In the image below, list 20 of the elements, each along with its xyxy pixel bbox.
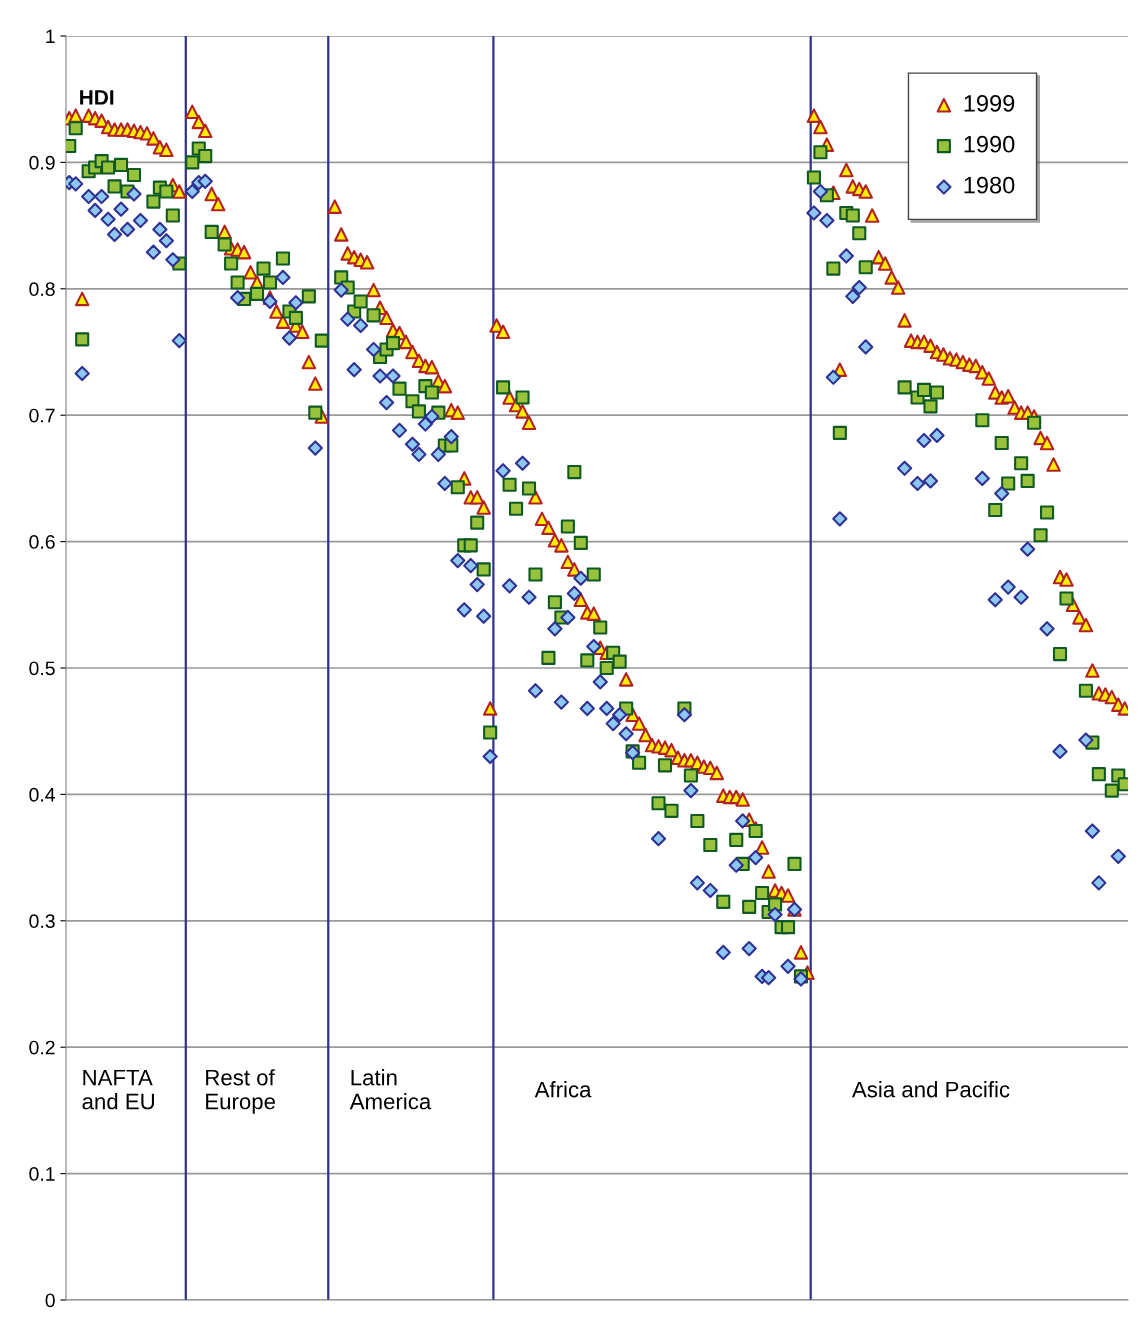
y-tick-label: 0.1 [29, 1167, 55, 1181]
y-tick-label: 0.4 [29, 787, 56, 802]
y-tick-label: 0.3 [29, 914, 55, 929]
legend-label: 1980 [964, 176, 1015, 194]
y-tick-label: 0.5 [29, 661, 55, 676]
y-tick-label: 0.6 [29, 535, 55, 549]
y-tick-label: 0.8 [29, 282, 55, 297]
y-tick-label: 0.7 [29, 408, 55, 423]
legend-label: 1990 [964, 135, 1015, 153]
annotation: Africa [534, 1081, 592, 1098]
annotation: NAFTA and EU [82, 1069, 154, 1110]
y-tick-label: 0.2 [29, 1040, 55, 1055]
annotation: Rest of Europe [206, 1069, 275, 1114]
y-tick-label: 0.9 [29, 155, 55, 170]
annotation: Latin America [349, 1069, 432, 1110]
annotation: Asia and Pacific [851, 1081, 1010, 1098]
y-tick-label: 1 [46, 29, 55, 44]
legend-label: 1999 [964, 94, 1015, 112]
y-tick-label: 0 [45, 1293, 55, 1308]
y-axis-title: HDI [80, 90, 114, 105]
